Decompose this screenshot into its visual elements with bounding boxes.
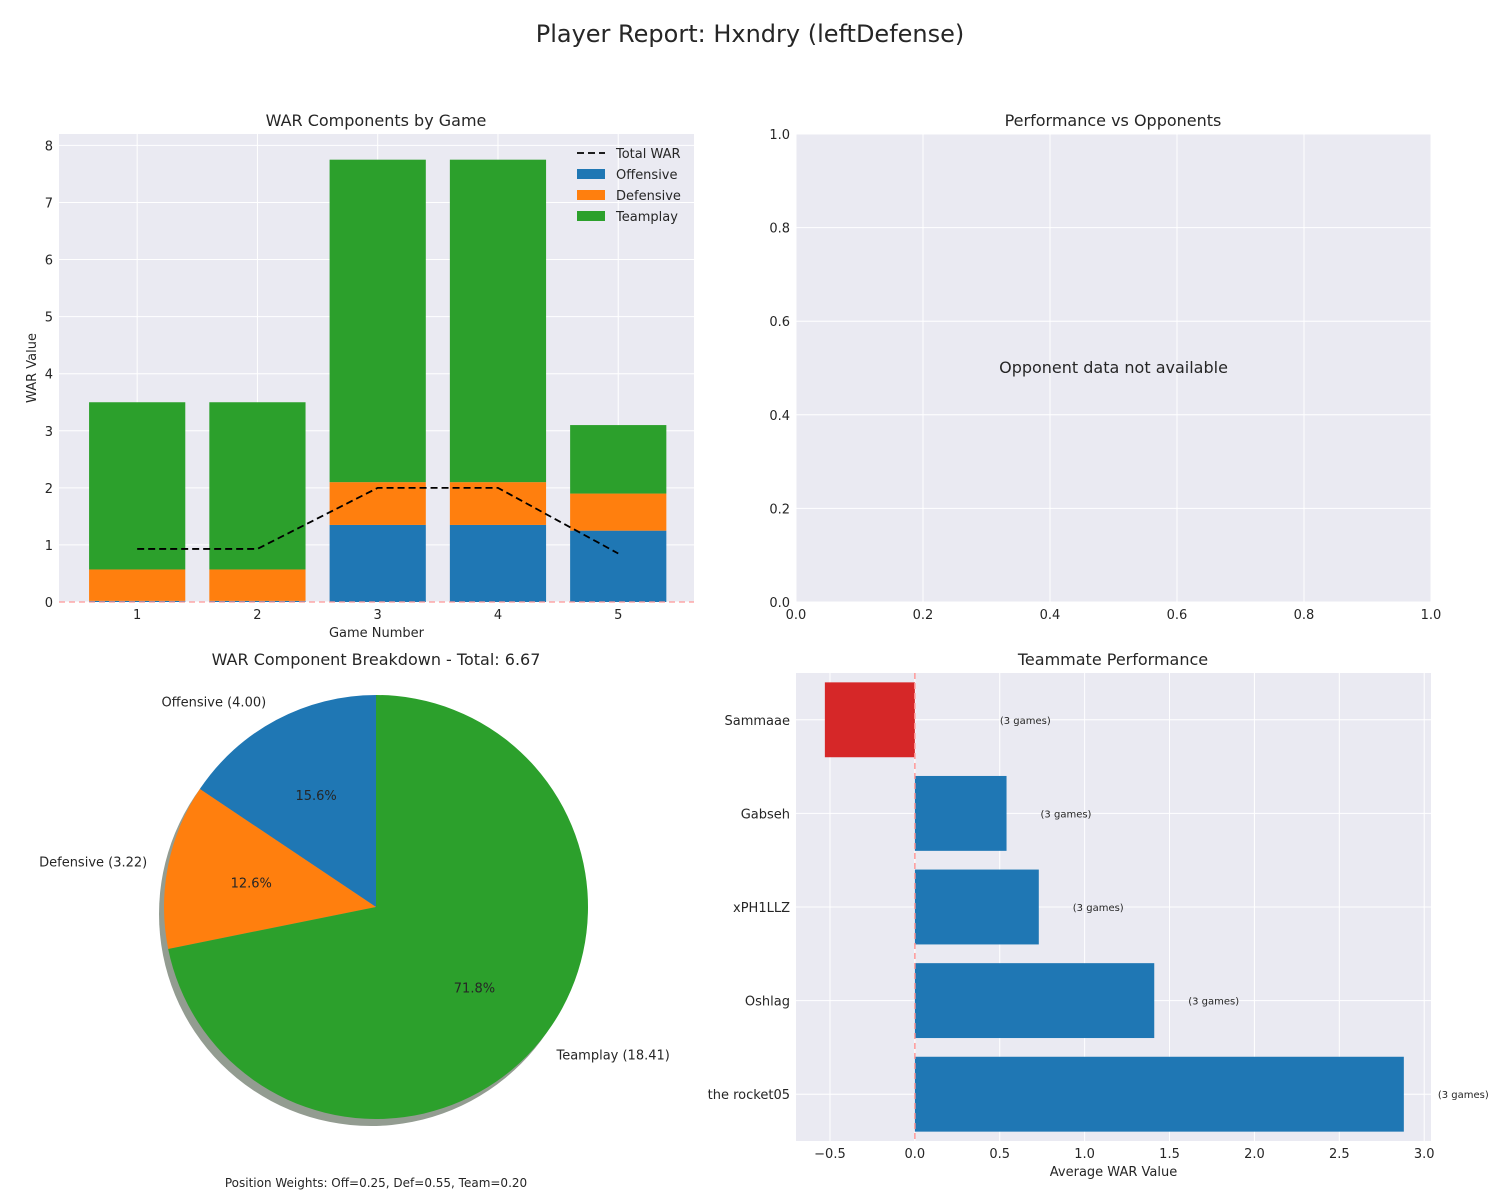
opponents-chart: Performance vs Opponents 0.0 0.2 0.4 0.6 0.8… [769,111,1441,623]
opponents-title: Performance vs Opponents [1005,111,1222,130]
war-bar-defensive-game-5 [570,493,667,531]
pie-slice-teamplay [168,695,588,1119]
pie-slice-percent: 71.8% [454,982,495,997]
war-by-game-ytick-label: 0 [45,596,53,611]
war-by-game-chart: WAR Components by Game 0 1 2 3 4 5 6 7 8 1 2 3 4 5 Gam… [25,111,694,641]
war-by-game-ytick-label: 4 [45,368,53,383]
teammate-name-label: Oshlag [745,995,790,1010]
war-by-game-ytick-label: 8 [45,139,53,154]
legend-offensive-swatch [577,169,605,179]
war-by-game-xtick-label: 5 [614,608,622,623]
war-bar-offensive-game-5 [570,530,667,602]
war-by-game-xlabel: Game Number [329,626,425,641]
war-bar-teamplay-game-2 [209,402,306,570]
war-bar-offensive-game-2 [209,600,306,602]
opponents-xtick-label: 0.8 [1294,608,1315,623]
war-bar-defensive-game-2 [209,569,306,601]
opponents-ytick-label: 0.0 [769,596,790,611]
war-bar-defensive-game-3 [329,482,426,525]
war-by-game-ytick-label: 3 [45,425,53,440]
opponents-ytick-label: 0.8 [769,222,790,237]
teammate-xtick-label: 1.5 [1159,1147,1180,1162]
war-bar-offensive-game-3 [329,524,426,602]
teammate-name-label: Gabseh [741,807,790,822]
teammate-xtick-label: −0.5 [814,1147,846,1162]
teammate-xlabel: Average WAR Value [1050,1165,1177,1180]
pie-slice-percent: 12.6% [231,876,272,891]
teammate-bar-the-rocket05 [914,1056,1404,1132]
opponents-xtick-label: 0.6 [1167,608,1188,623]
war-bar-defensive-game-1 [89,569,186,601]
war-by-game-title: WAR Components by Game [266,111,487,130]
teammate-bar-sammaae [824,682,915,758]
legend-defensive-swatch [577,190,605,200]
war-by-game-ytick-label: 6 [45,254,53,269]
opponents-xtick-label: 1.0 [1421,608,1442,623]
teammate-xtick-label: 0.0 [905,1147,926,1162]
pie-slice-percent: 15.6% [295,789,336,804]
pie-title: WAR Component Breakdown - Total: 6.67 [212,650,541,669]
war-by-game-ytick-label: 5 [45,311,53,326]
figure-title: Player Report: Hxndry (leftDefense) [536,20,965,48]
legend-teamplay-swatch [577,211,605,221]
opponents-ytick-label: 0.2 [769,502,790,517]
war-bar-teamplay-game-4 [449,159,547,483]
teammate-performance-chart: Teammate Performance −0.5 0.0 0.5 1.0 1.5 2.0… [708,650,1489,1180]
opponents-ytick-label: 0.6 [769,315,790,330]
pie-slice-label: Teamplay (18.41) [555,1049,669,1064]
war-by-game-ytick-label: 1 [45,539,53,554]
teammate-bar-xph1llz [914,869,1039,945]
war-by-game-ytick-label: 2 [45,482,53,497]
war-by-game-xtick-label: 2 [253,608,261,623]
pie-slice-label: Defensive (3.22) [39,856,147,871]
position-weights-footnote: Position Weights: Off=0.25, Def=0.55, Te… [225,1176,527,1190]
war-bar-teamplay-game-3 [329,159,426,483]
war-by-game-xtick-label: 4 [494,608,502,623]
war-by-game-xtick-label: 1 [133,608,141,623]
teammate-xtick-label: 3.0 [1414,1147,1435,1162]
teammate-xtick-label: 0.5 [989,1147,1010,1162]
teammate-games-note: (3 games) [1041,809,1092,820]
opponent-data-unavailable-message: Opponent data not available [999,358,1228,377]
pie-slice-offensive [199,694,376,907]
legend-offensive-label: Offensive [616,168,678,183]
teammate-games-note: (3 games) [1188,997,1239,1008]
teammate-bar-oshlag [914,963,1155,1039]
war-bar-defensive-game-4 [449,482,547,525]
teammate-xtick-label: 1.0 [1074,1147,1095,1162]
legend-defensive-label: Defensive [616,189,681,204]
war-by-game-ylabel: WAR Value [25,333,40,403]
opponents-xtick-label: 0.2 [913,608,934,623]
teammate-games-note: (3 games) [1073,903,1124,914]
war-by-game-ytick-label: 7 [45,196,53,211]
opponents-ytick-label: 0.4 [769,409,790,424]
total-war-line [137,486,619,555]
war-bar-offensive-game-4 [449,524,547,602]
teammate-xtick-label: 2.0 [1244,1147,1265,1162]
teammate-bar-gabseh [914,775,1007,851]
pie-slice-label: Offensive (4.00) [161,695,266,710]
teammate-xtick-label: 2.5 [1329,1147,1350,1162]
teammate-name-label: the rocket05 [708,1088,790,1103]
opponents-xtick-label: 0.0 [786,608,807,623]
war-breakdown-pie: WAR Component Breakdown - Total: 6.67 15… [39,650,670,1190]
teammate-games-note: (3 games) [1000,716,1051,727]
legend-teamplay-label: Teamplay [615,210,678,225]
war-bar-teamplay-game-1 [89,402,186,570]
war-bar-teamplay-game-5 [570,425,667,494]
pie-slice-defensive [164,789,376,949]
teammate-title: Teammate Performance [1017,650,1208,669]
teammate-name-label: Sammaae [725,714,790,729]
opponents-xtick-label: 0.4 [1040,608,1061,623]
opponents-ytick-label: 1.0 [769,128,790,143]
teammate-games-note: (3 games) [1438,1090,1489,1101]
war-by-game-xtick-label: 3 [374,608,382,623]
war-bar-offensive-game-1 [89,600,186,602]
teammate-name-label: xPH1LLZ [733,901,790,916]
legend-total-war-label: Total WAR [615,147,681,162]
opponents-plot-area [796,134,1431,602]
